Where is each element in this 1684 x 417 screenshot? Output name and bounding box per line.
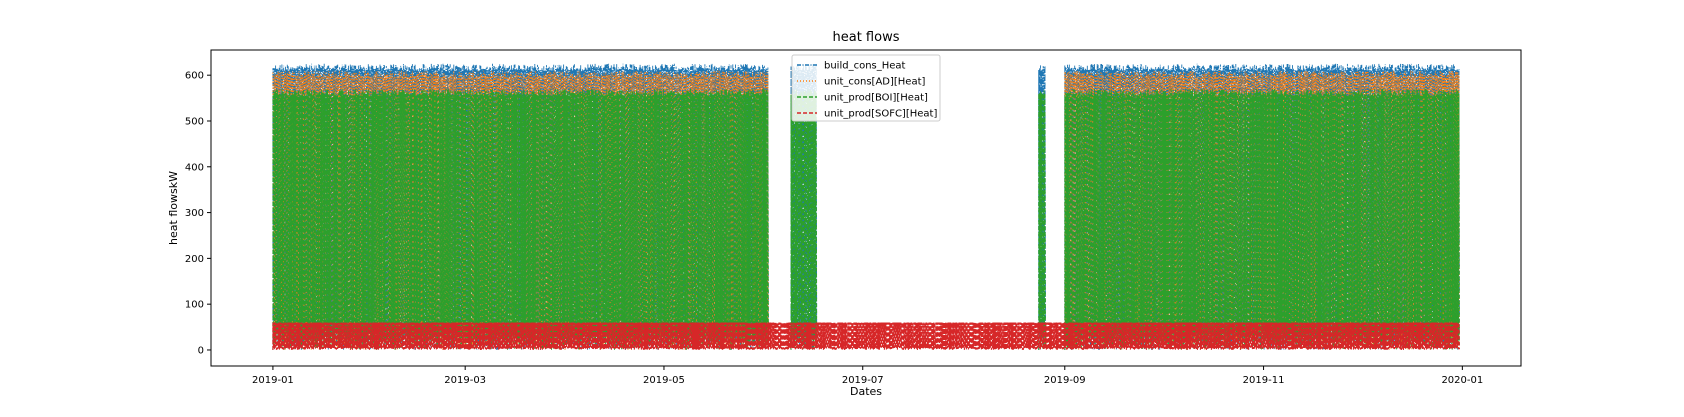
y-tick-label: 400 <box>185 162 204 173</box>
legend-box <box>791 54 941 122</box>
y-tick-label: 300 <box>185 208 204 219</box>
y-tick-label: 200 <box>185 254 204 265</box>
y-tick-label: 600 <box>185 71 204 82</box>
x-tick-label: 2019-09 <box>1044 375 1086 386</box>
legend-item-3: unit_prod[SOFC][Heat] <box>797 109 937 120</box>
axes-frame <box>210 49 1522 367</box>
legend-label: build_cons_Heat <box>824 61 906 72</box>
legend: build_cons_Heat unit_cons[AD][Heat] unit_p… <box>791 54 941 122</box>
chart-title: heat flows <box>833 30 900 45</box>
x-tick-label: 2019-05 <box>643 375 685 386</box>
y-tick-label: 0 <box>198 345 204 356</box>
series-line-3 <box>272 322 1460 351</box>
x-tick-label: 2019-11 <box>1243 375 1285 386</box>
y-axis: 0 100 200 300 400 500 600 <box>185 71 211 356</box>
legend-item-2: unit_prod[BOI][Heat] <box>797 93 928 104</box>
series-3 <box>272 322 1460 351</box>
x-tick-label: 2019-01 <box>252 375 294 386</box>
legend-item-0: build_cons_Heat <box>797 61 906 72</box>
x-tick-label: 2020-01 <box>1441 375 1483 386</box>
y-tick-label: 100 <box>185 300 204 311</box>
x-tick-label: 2019-03 <box>444 375 486 386</box>
y-tick-label: 500 <box>185 116 204 127</box>
y-axis-label: heat flowskW <box>167 171 180 245</box>
legend-label: unit_prod[BOI][Heat] <box>824 93 928 104</box>
legend-item-1: unit_cons[AD][Heat] <box>797 77 926 88</box>
x-axis-label: Dates <box>850 385 882 398</box>
legend-label: unit_cons[AD][Heat] <box>824 77 926 88</box>
x-tick-label: 2019-07 <box>842 375 884 386</box>
legend-label: unit_prod[SOFC][Heat] <box>824 109 937 120</box>
x-axis: 2019-01 2019-03 2019-05 2019-07 2019-09 2019-… <box>252 366 1483 386</box>
